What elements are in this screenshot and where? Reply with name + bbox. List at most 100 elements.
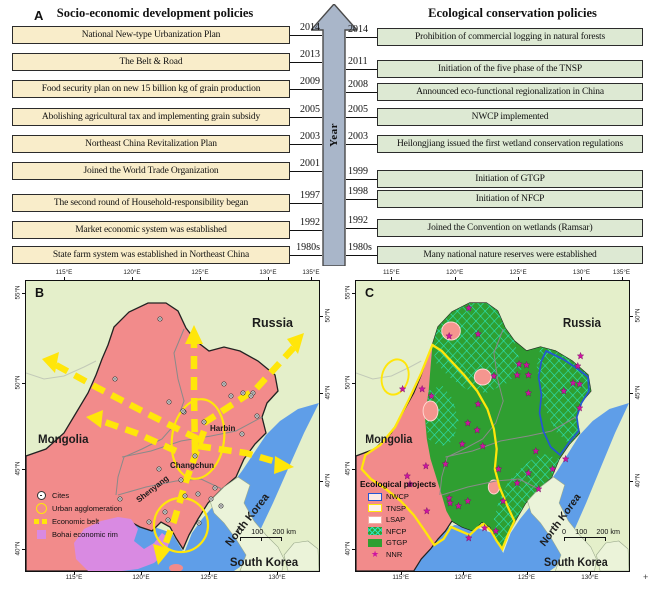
timeline-row: Heilongjiang issued the first wetland co… xyxy=(0,131,652,153)
timeline-row: Abolishing agricultural tax and implemen… xyxy=(0,104,652,126)
timeline-row: Prohibition of commercial logging in nat… xyxy=(0,24,652,46)
timeline-row: National New-type Urbanization Plan 2014 xyxy=(0,22,652,44)
year-label: 2003 xyxy=(348,131,368,142)
scale-mid: 100 xyxy=(575,527,588,536)
legend-label: GTGP xyxy=(386,538,408,548)
graticule-tick xyxy=(22,383,26,384)
graticule-tick xyxy=(22,549,26,550)
tnsp-boundary xyxy=(360,343,516,552)
policy-box: Market economic system was established xyxy=(12,221,290,239)
scale-bar: 0 100 200 km xyxy=(562,527,620,541)
gtgp-icon xyxy=(368,538,382,547)
timeline-row: State farm system was established in Nor… xyxy=(0,242,652,264)
connector-line xyxy=(346,37,377,38)
legend-label: Urban agglomeration xyxy=(52,504,123,513)
legend-item: NWCP xyxy=(368,491,436,503)
policy-label: Northeast China Revitalization Plan xyxy=(85,139,217,149)
lon-tick-label: 120°E xyxy=(454,574,472,581)
policy-label: Many national nature reserves were estab… xyxy=(423,250,597,260)
city-dot-center xyxy=(230,395,232,397)
scale-zero: 0 xyxy=(238,527,242,536)
scale-zero: 0 xyxy=(562,527,566,536)
bohai-rim-icon xyxy=(36,530,46,539)
policy-box: Initiation of the five phase of the TNSP xyxy=(377,60,643,78)
city-dot-center xyxy=(184,495,186,497)
city-dot-center xyxy=(198,522,200,524)
timeline-row: Many national nature reserves were estab… xyxy=(0,242,652,264)
policy-box: Food security plan on new 15 billion kg … xyxy=(12,80,290,98)
tnsp-icon xyxy=(368,504,382,513)
city-dot-center xyxy=(210,498,212,500)
legend-item: Urban agglomeration xyxy=(34,502,122,515)
graticule-tick xyxy=(581,277,583,281)
graticule-tick xyxy=(400,571,402,575)
lat-tick-label: 50°N xyxy=(14,375,22,390)
legend-item: Cites xyxy=(34,489,122,502)
city-dot-center xyxy=(241,433,243,435)
north-korea-land xyxy=(527,476,597,571)
graticule-tick xyxy=(64,277,65,281)
policy-label: National New-type Urbanization Plan xyxy=(81,30,221,40)
panel-a: A Socio-economic development policies Ec… xyxy=(0,0,652,272)
graticule-tick xyxy=(629,393,633,394)
map-c-legend: Ecological projects NWCP TNSP LSAP NFCP … xyxy=(360,479,436,560)
legend-label: NNR xyxy=(386,549,403,559)
connector-line xyxy=(290,35,322,36)
map-socioeconomic: Harbin Changchun Shenyang Russia Mongoli… xyxy=(15,269,332,581)
nfcp-icon xyxy=(368,527,382,536)
city-dot-center xyxy=(250,395,252,397)
city-markers xyxy=(112,316,260,526)
province-borders xyxy=(439,328,577,496)
scale-bar-line xyxy=(564,537,606,541)
lon-tick-label: 130°E xyxy=(572,269,591,276)
graticule-tick xyxy=(319,316,323,317)
connector-line xyxy=(290,230,322,231)
legend-label: NFCP xyxy=(386,526,407,536)
tnsp-west-lobe xyxy=(380,358,410,396)
city-dot-center xyxy=(119,498,121,500)
connector-line xyxy=(290,171,322,172)
policy-box: The Belt & Road xyxy=(12,53,290,71)
graticule-tick xyxy=(74,571,75,575)
scale-bar: 0 100 200 km xyxy=(238,527,296,541)
connector-line xyxy=(290,89,322,90)
graticule-tick xyxy=(518,277,520,281)
policy-box: Announced eco-functional regionalization… xyxy=(377,83,643,101)
city-dot-center xyxy=(167,519,169,521)
lon-tick-label: 120°E xyxy=(132,574,150,581)
lat-tick-label: 40°N xyxy=(324,473,332,488)
graticule-tick xyxy=(22,293,26,294)
lon-tick-label: 120°E xyxy=(446,269,464,276)
map-b-legend: Cites Urban agglomeration Economic belt … xyxy=(34,489,122,541)
graticule-tick xyxy=(629,316,633,317)
page-artifact-plus: + xyxy=(643,572,649,582)
connector-line xyxy=(346,117,377,118)
year-label: 1980s xyxy=(348,242,372,253)
connector-line xyxy=(346,69,377,70)
year-label: 1992 xyxy=(348,215,368,226)
timeline-row: Initiation of the five phase of the TNSP… xyxy=(0,56,652,78)
year-label: 2001 xyxy=(300,158,320,169)
belt-arrowheads xyxy=(42,325,304,565)
graticule-tick xyxy=(268,277,269,281)
policy-box: Many national nature reserves were estab… xyxy=(377,246,643,264)
graticule-tick xyxy=(352,469,356,470)
city-dot-center xyxy=(256,415,258,417)
year-label: 2011 xyxy=(348,56,368,67)
connector-line xyxy=(290,203,322,204)
map-c-canvas: Russia Mongolia North Korea South Korea xyxy=(356,281,629,571)
graticule-tick xyxy=(463,571,465,575)
year-label: 1980s xyxy=(296,242,320,253)
city-dot-center xyxy=(197,493,199,495)
year-label: 2014 xyxy=(300,22,320,33)
policy-box: Initiation of GTGP xyxy=(377,170,643,188)
year-label: 2009 xyxy=(300,76,320,87)
city-dot-center xyxy=(180,479,182,481)
panel-b-label: B xyxy=(35,286,45,300)
ecological-title: Ecological conservation policies xyxy=(428,6,597,20)
lat-tick-label: 55°N xyxy=(344,285,352,300)
scale-mid: 100 xyxy=(251,527,264,536)
graticule-tick xyxy=(352,549,356,550)
lat-tick-label: 50°N xyxy=(634,308,642,323)
